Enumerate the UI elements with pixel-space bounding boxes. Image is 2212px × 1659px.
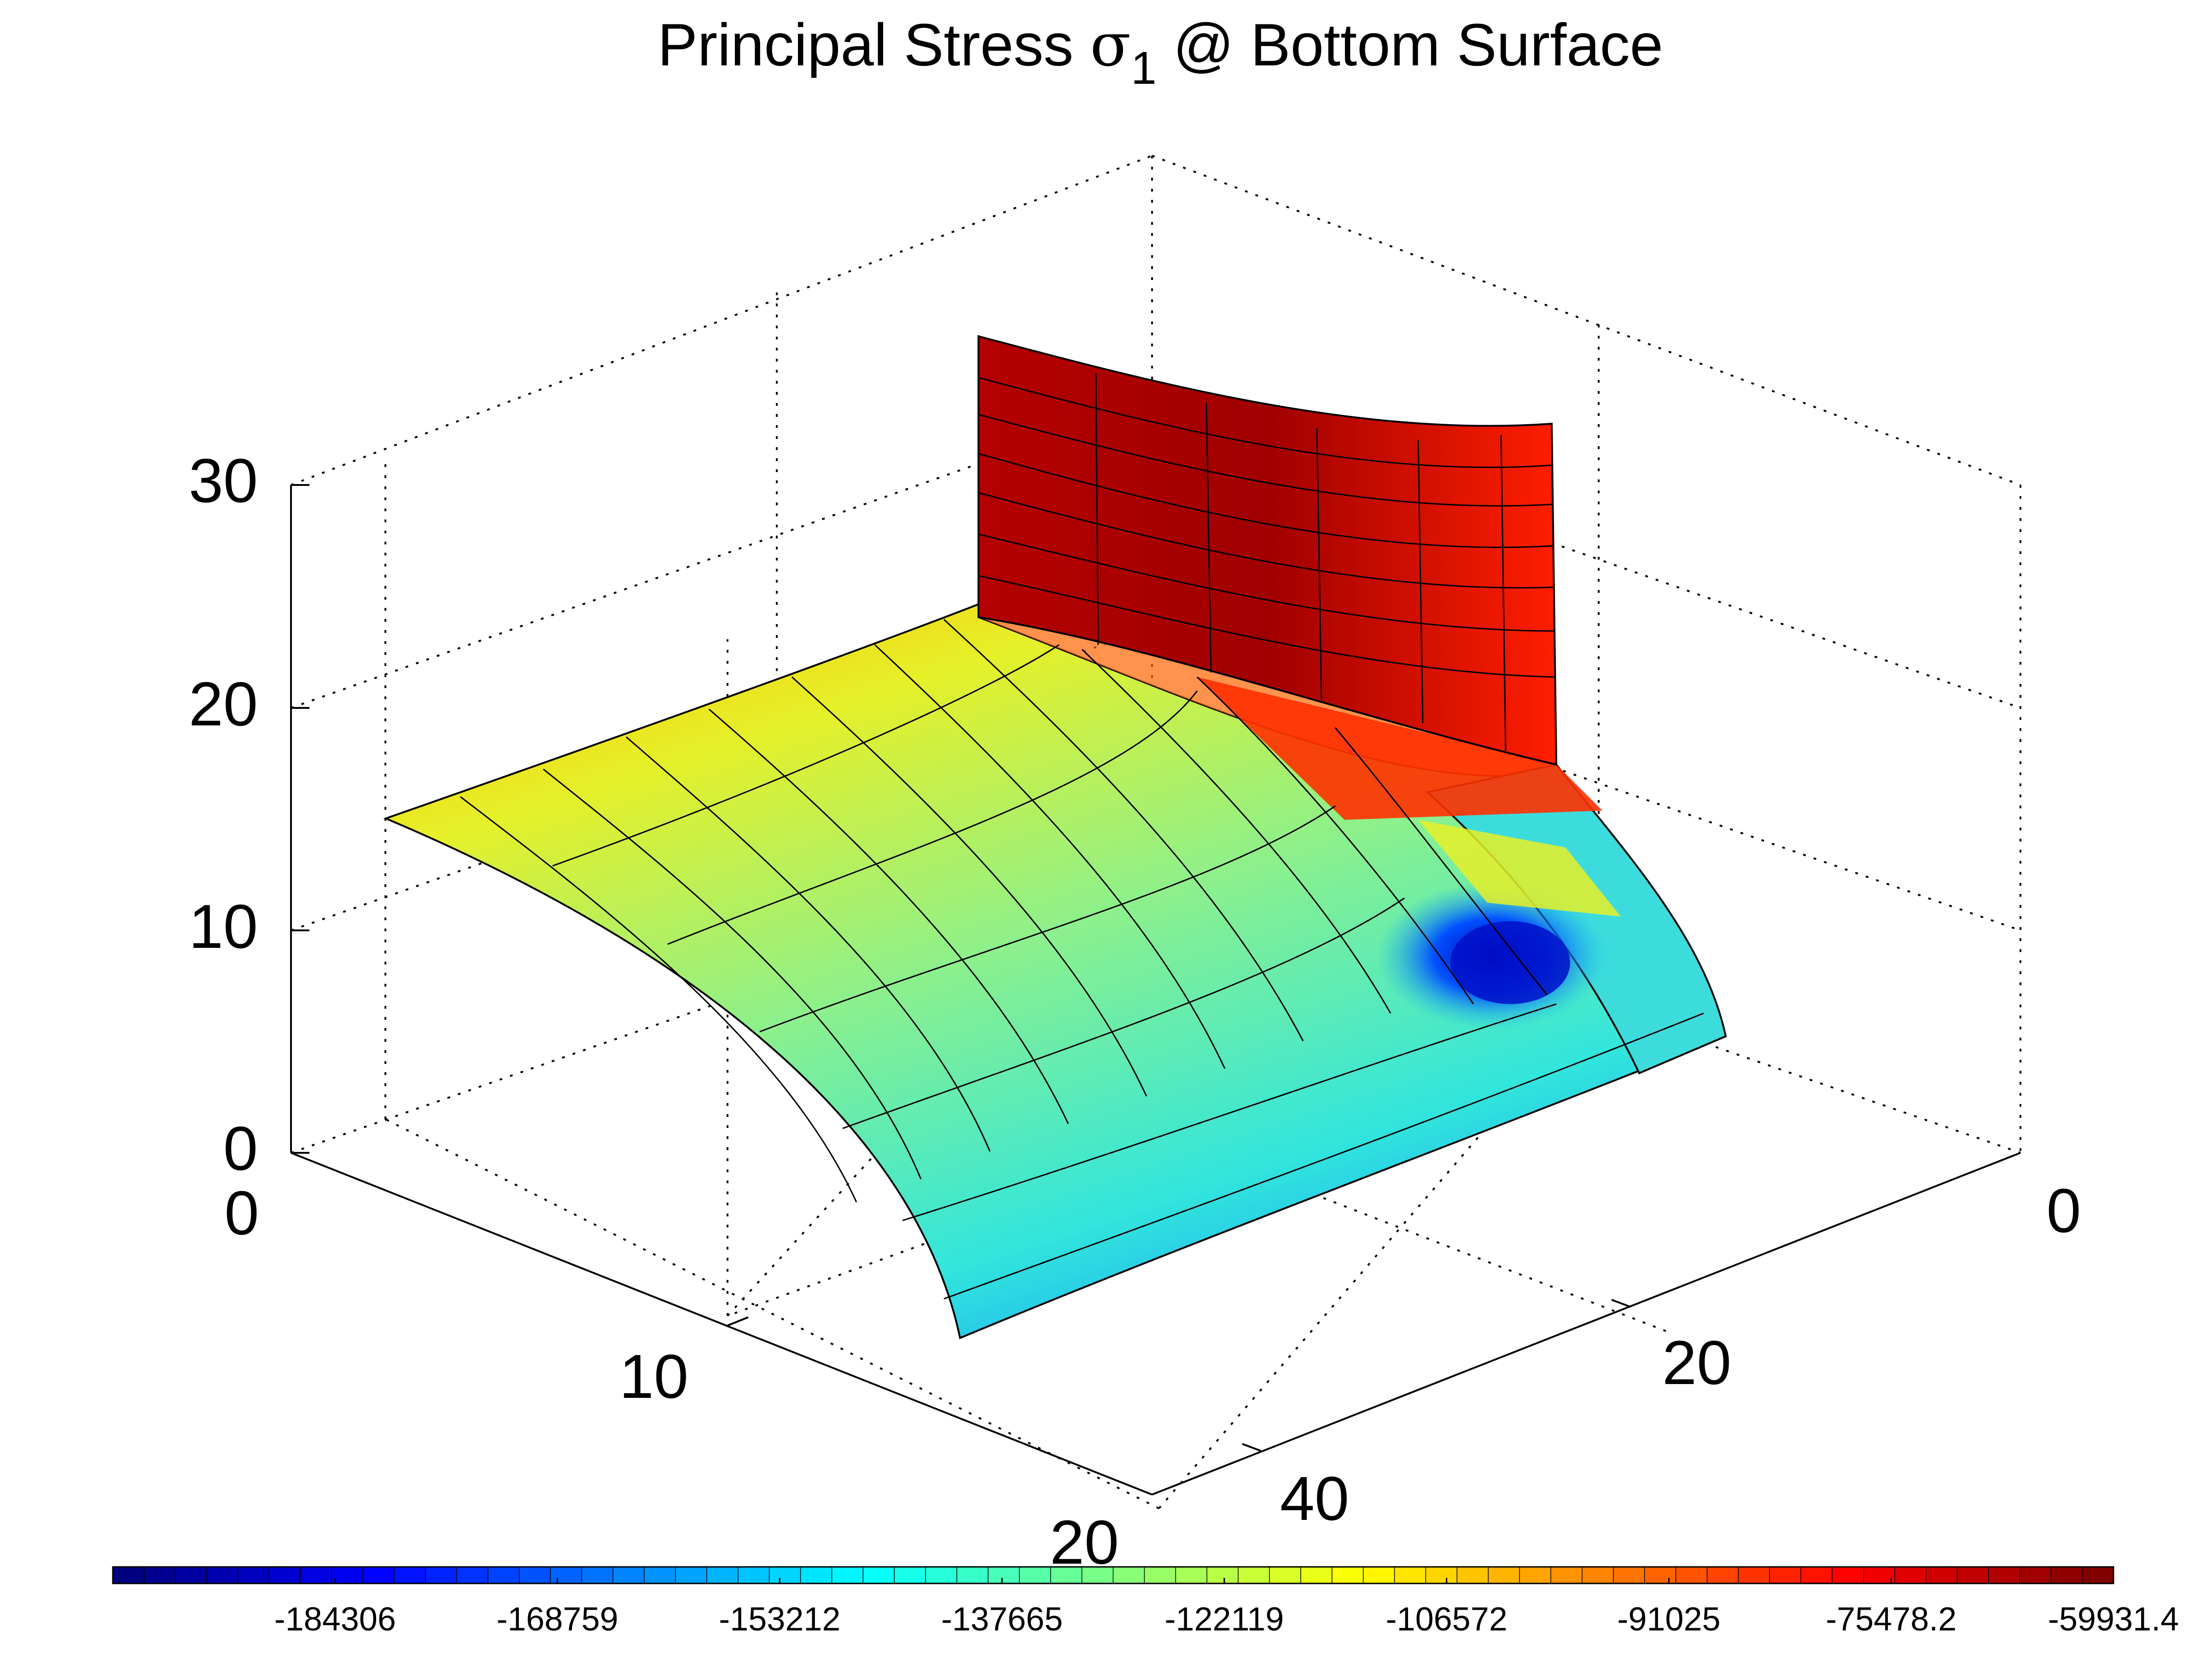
colorbar-segment [1362,1566,1395,1584]
stress-hotspot-core [1450,921,1570,1004]
colorbar-segment [394,1566,426,1584]
colorbar [112,1566,2114,1584]
z-tick-label: 20 [189,669,258,739]
colorbar-segment [1206,1566,1239,1584]
colorbar-segment [1050,1566,1083,1584]
colorbar-labels: -184306 -168759 -153212 -137665 -122119 -1065… [274,1578,2179,1638]
colorbar-segment [1081,1566,1114,1584]
chart-title-prefix: Principal Stress [658,11,1090,78]
colorbar-segment [456,1566,489,1584]
colorbar-segment [1456,1566,1489,1584]
colorbar-tick-label: -122119 [1164,1601,1284,1638]
y-tick-label: 0 [2046,1176,2081,1245]
z-tick-label: 0 [223,1114,258,1183]
colorbar-segment [1863,1566,1896,1584]
colorbar-segment [1331,1566,1364,1584]
colorbar-segment [331,1566,364,1584]
colorbar-segment [956,1566,989,1584]
colorbar-segment [675,1566,708,1584]
colorbar-segment [1644,1566,1676,1584]
wall-base-strip [1197,677,1602,820]
colorbar-segment [1238,1566,1270,1584]
colorbar-segment [1394,1566,1426,1584]
colorbar-segment [1269,1566,1302,1584]
colorbar-segment [2082,1566,2114,1584]
colorbar-segment [706,1566,739,1584]
colorbar-tick-label: -184306 [274,1601,396,1638]
y-tick-label: 40 [1280,1464,1349,1533]
colorbar-frame [112,1566,2114,1584]
colorbar-segment [988,1566,1020,1584]
colorbar-segment [1925,1566,1958,1584]
colorbar-segment [550,1566,582,1584]
chart-title-suffix: @ Bottom Surface [1157,11,1663,78]
colorbar-segment [175,1566,207,1584]
colorbar-tick-label: -59931.4 [2048,1601,2179,1638]
colorbar-tick-label: -168759 [496,1601,618,1638]
colorbar-segment [144,1566,176,1584]
colorbar-segment [800,1566,832,1584]
colorbar-segment [1582,1566,1614,1584]
colorbar-segment [1769,1566,1802,1584]
z-tick-label: 30 [189,446,258,515]
colorbar-tick-label: -153212 [719,1601,840,1638]
colorbar-segment [1613,1566,1645,1584]
z-tick-label: 10 [189,892,258,961]
colorbar-segment [831,1566,864,1584]
colorbar-segment [1425,1566,1458,1584]
x-tick-label: 20 [1050,1507,1119,1577]
colorbar-segment [1800,1566,1833,1584]
colorbar-segment [1738,1566,1770,1584]
wall-surface [978,335,1558,766]
colorbar-segment [268,1566,301,1584]
colorbar-segment [1112,1566,1145,1584]
colorbar-segment [1019,1566,1051,1584]
y-tick-label: 20 [1662,1328,1731,1397]
colorbar-segment [1706,1566,1739,1584]
colorbar-segment [894,1566,926,1584]
colorbar-segment [487,1566,520,1584]
colorbar-segment [925,1566,958,1584]
colorbar-tick-label: -106572 [1386,1601,1508,1638]
colorbar-segment [644,1566,676,1584]
colorbar-segment [362,1566,395,1584]
colorbar-segment [1300,1566,1333,1584]
colorbar-segment [1519,1566,1552,1584]
colorbar-tick-label: -75478.2 [1826,1601,1956,1638]
chart-title: Principal Stress σ1 @ Bottom Surface [658,10,1663,94]
surface-mesh [383,602,1727,1339]
colorbar-segment [1550,1566,1583,1584]
chart-title-subscript: 1 [1131,42,1157,94]
colorbar-tick-label: -137665 [941,1601,1063,1638]
colorbar-segment [237,1566,270,1584]
colorbar-segment [300,1566,332,1584]
colorbar-segment [738,1566,770,1584]
colorbar-segment [1175,1566,1208,1584]
x-tick-label: 0 [224,1178,259,1248]
front-axes [290,484,2021,1495]
colorbar-segment [862,1566,895,1584]
colorbar-segment [1832,1566,1864,1584]
colorbar-segment [1894,1566,1927,1584]
wall-mesh [978,335,1558,766]
colorbar-segment [1956,1566,1989,1584]
colorbar-segment [1144,1566,1176,1584]
x-tick-label: 10 [619,1342,688,1411]
corner-yellow-band [1418,820,1621,917]
colorbar-segment [2019,1566,2052,1584]
colorbar-segment [768,1566,801,1584]
colorbar-segment [2050,1566,2083,1584]
colorbar-segment [1988,1566,2020,1584]
colorbar-segment [612,1566,645,1584]
colorbar-segment [112,1566,145,1584]
colorbar-segment [1488,1566,1520,1584]
chart-title-symbol: σ [1090,10,1131,80]
colorbar-segment [518,1566,551,1584]
colorbar-segment [425,1566,458,1584]
colorbar-segment [581,1566,614,1584]
colorbar-segment [206,1566,239,1584]
colorbar-tick-label: -91025 [1617,1601,1720,1638]
colorbar-segment [1675,1566,1708,1584]
